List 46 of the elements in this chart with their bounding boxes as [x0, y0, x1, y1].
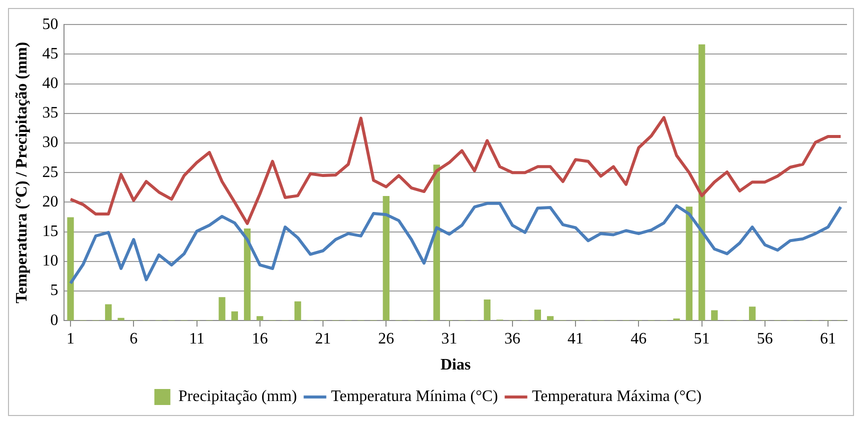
- bar: [433, 164, 440, 320]
- y-tick-label: 40: [42, 75, 58, 92]
- y-tick-label: 45: [42, 45, 58, 62]
- x-tick-label: 56: [756, 330, 773, 348]
- bar: [382, 196, 390, 320]
- legend-label: Temperatura Máxima (°C): [532, 388, 702, 406]
- x-axis-title: Dias: [440, 356, 471, 374]
- x-tick-label: 31: [441, 330, 458, 348]
- bar: [118, 318, 124, 320]
- bar: [484, 300, 490, 320]
- x-tick-label: 51: [694, 330, 710, 348]
- bar: [67, 217, 74, 320]
- y-tick-label: 20: [42, 193, 58, 210]
- y-tick-label: 35: [42, 104, 58, 122]
- bar: [686, 206, 693, 320]
- bar: [105, 304, 112, 320]
- y-axis-title: Temperatura (°C) / Precipitação (mm): [14, 42, 31, 304]
- y-tick-label: 5: [50, 282, 58, 300]
- y-tick-label: 30: [42, 134, 58, 152]
- bar: [294, 301, 302, 320]
- bar: [231, 311, 238, 320]
- legend-label: Temperatura Mínima (°C): [330, 388, 498, 406]
- y-tick-label: 15: [42, 223, 58, 240]
- legend-label: Precipitação (mm): [178, 388, 297, 406]
- x-tick-label: 26: [378, 330, 394, 348]
- y-tick-label: 10: [42, 252, 58, 270]
- bar: [748, 306, 756, 320]
- x-tick-label: 1: [66, 330, 75, 348]
- x-tick-label: 41: [568, 330, 584, 348]
- bar: [698, 44, 706, 320]
- bar: [534, 310, 541, 320]
- x-tick-label: 6: [130, 330, 138, 348]
- x-tick-label: 16: [252, 330, 268, 348]
- bar: [711, 310, 718, 320]
- y-tick-label: 50: [42, 16, 58, 33]
- y-tick-label: 0: [50, 312, 58, 329]
- bar: [244, 228, 251, 320]
- x-tick-label: 46: [630, 330, 647, 348]
- x-tick-label: 36: [504, 330, 520, 348]
- bar: [256, 316, 264, 320]
- y-tick-label: 25: [42, 164, 58, 181]
- x-tick-label: 11: [189, 330, 204, 348]
- x-tick-label: 21: [315, 330, 332, 348]
- bar: [218, 297, 226, 320]
- bar: [546, 316, 554, 320]
- x-tick-label: 61: [820, 330, 836, 348]
